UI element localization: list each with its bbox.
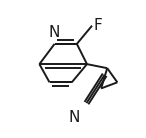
Text: N: N [48,25,60,40]
Text: F: F [94,18,102,33]
Text: N: N [68,110,79,125]
